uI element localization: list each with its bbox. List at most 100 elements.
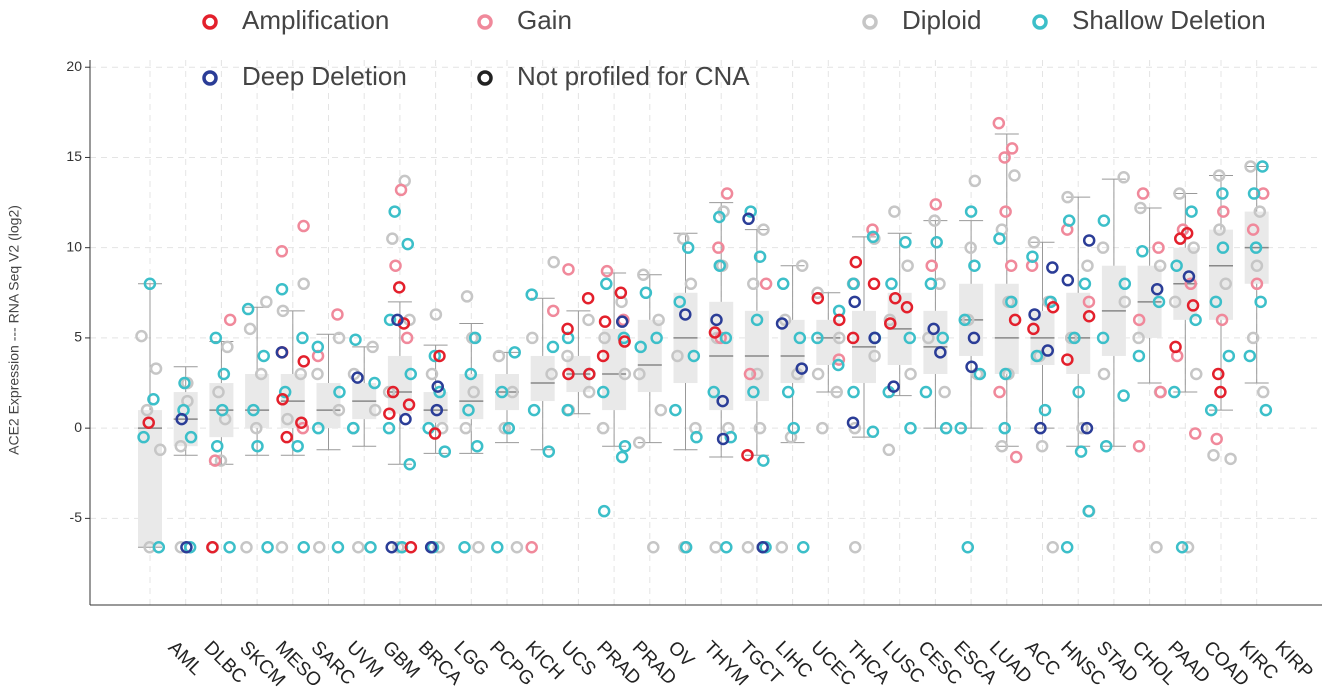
data-point [795,259,809,272]
data-point [939,421,953,435]
data-point [615,450,629,464]
data-point [174,439,188,453]
data-point [1186,299,1200,312]
data-point [1027,236,1041,249]
data-point [925,259,938,272]
data-point [297,219,310,233]
data-point [257,349,270,363]
data-point [741,541,755,554]
data-point [428,349,442,363]
data-point [600,277,613,291]
data-point [900,300,914,314]
legend-marker [202,70,218,86]
data-point [849,255,863,269]
data-point [1035,439,1049,453]
y-tick-label: 5 [74,329,82,345]
data-point [811,367,825,381]
data-point [1209,295,1223,309]
data-point [713,259,727,272]
data-point [1132,313,1146,327]
data-point [142,416,155,429]
legend-marker [477,70,493,86]
data-point [936,331,949,345]
data-point [888,205,901,218]
y-tick-label: -5 [70,509,83,525]
data-point [811,331,824,345]
data-point [1046,261,1059,274]
data-point [1099,439,1113,453]
y-tick-label: 20 [66,58,82,74]
data-point [884,317,897,330]
data-point [741,448,754,462]
data-point [498,421,512,435]
data-point [297,541,310,554]
data-point [1185,205,1198,218]
data-point [546,340,560,354]
data-point [1168,295,1182,309]
data-point [525,541,538,554]
data-point [1215,313,1229,327]
data-point [1246,331,1260,345]
data-point [716,432,730,446]
data-point [1118,277,1132,291]
data-point [510,541,524,554]
data-point [1250,277,1264,291]
data-point [430,403,444,417]
data-point [1132,331,1145,345]
data-point [433,349,446,363]
data-point [1081,259,1094,272]
data-point [964,205,978,218]
data-point [1244,160,1257,173]
data-point [527,403,541,417]
data-point [673,295,686,309]
legend-marker [477,14,493,30]
data-point [924,277,938,291]
data-point [1046,300,1060,314]
data-point [867,277,881,291]
data-point [716,394,729,408]
data-point [968,259,981,272]
data-point [744,205,757,218]
data-point [999,205,1012,218]
data-point [368,403,382,417]
data-point [241,302,255,316]
data-point [709,541,722,554]
data-point [848,421,862,435]
data-point [919,385,933,399]
data-point [1256,160,1269,173]
data-point [240,541,253,554]
data-point [137,430,150,444]
y-tick-label: 0 [74,419,82,435]
data-point [1061,273,1075,287]
data-point [816,421,829,435]
data-point [933,277,946,291]
data-point [470,439,484,453]
data-point [1062,214,1076,227]
data-point [1213,223,1226,236]
data-point [720,187,734,200]
data-point [333,385,346,399]
data-point [1041,344,1055,357]
data-point [904,421,917,435]
data-point [143,277,157,291]
data-point [887,380,900,393]
data-point [492,349,506,363]
data-point [331,541,345,554]
data-point [1150,541,1163,554]
data-point [508,346,521,359]
data-point [1136,187,1150,200]
data-point [833,313,846,327]
data-point [1249,241,1263,254]
data-point [525,288,538,301]
data-point [261,541,274,554]
data-point [1136,245,1149,258]
data-point [425,367,439,381]
data-point [281,412,294,426]
data-point [366,340,379,354]
data-point [669,403,682,417]
data-point [175,412,188,426]
data-point [208,454,222,467]
data-point [428,427,442,440]
data-point [999,367,1012,381]
data-point [1175,541,1189,554]
